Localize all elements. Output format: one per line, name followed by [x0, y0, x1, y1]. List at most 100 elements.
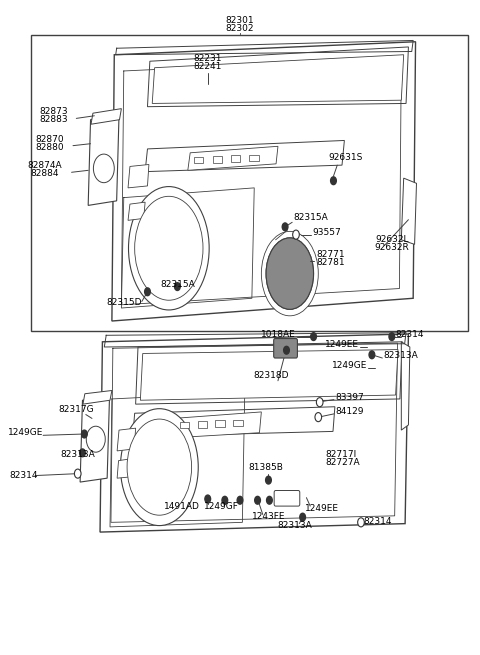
Polygon shape	[133, 407, 335, 437]
Text: 1249EE: 1249EE	[324, 340, 359, 349]
Text: 83397: 83397	[335, 392, 364, 402]
Bar	[216, 421, 225, 427]
Polygon shape	[100, 334, 408, 532]
Text: 82870: 82870	[35, 135, 63, 143]
Text: 1243FE: 1243FE	[252, 512, 285, 521]
Polygon shape	[145, 140, 344, 172]
Circle shape	[282, 223, 288, 231]
Text: 82315A: 82315A	[160, 280, 195, 289]
Text: 82318D: 82318D	[253, 371, 288, 380]
Circle shape	[94, 154, 114, 183]
Text: 92632L: 92632L	[375, 234, 408, 244]
Circle shape	[300, 514, 305, 521]
Ellipse shape	[135, 196, 203, 300]
Circle shape	[74, 469, 81, 478]
Text: 82315D: 82315D	[106, 298, 142, 307]
Text: 82874A: 82874A	[27, 161, 62, 170]
Text: 82880: 82880	[35, 143, 63, 151]
Circle shape	[205, 495, 211, 503]
Circle shape	[316, 398, 323, 407]
Text: 93557: 93557	[312, 228, 341, 236]
Text: 1249EE: 1249EE	[305, 504, 338, 514]
Polygon shape	[112, 42, 416, 321]
Polygon shape	[128, 164, 149, 188]
Text: 92632R: 92632R	[374, 242, 409, 252]
Bar	[31, 35, 468, 331]
Polygon shape	[91, 109, 121, 124]
Text: 1249GE: 1249GE	[8, 428, 43, 438]
Polygon shape	[188, 146, 278, 170]
Circle shape	[389, 333, 395, 341]
Text: 82884: 82884	[30, 169, 59, 178]
Text: 82883: 82883	[40, 115, 68, 124]
Polygon shape	[88, 115, 119, 206]
Circle shape	[80, 449, 85, 457]
Bar	[231, 155, 240, 162]
Circle shape	[265, 476, 271, 484]
Circle shape	[284, 346, 289, 354]
Bar	[198, 421, 207, 428]
Text: 1491AD: 1491AD	[164, 502, 200, 512]
Text: 82315A: 82315A	[293, 214, 328, 222]
Text: 82302: 82302	[226, 24, 254, 33]
Circle shape	[369, 351, 375, 359]
Text: 1249GF: 1249GF	[204, 502, 239, 512]
Ellipse shape	[120, 409, 198, 525]
Polygon shape	[172, 412, 261, 438]
Text: 82317G: 82317G	[59, 405, 94, 414]
Bar	[213, 156, 222, 162]
Polygon shape	[147, 47, 408, 107]
Bar	[250, 155, 259, 161]
FancyBboxPatch shape	[274, 339, 298, 358]
Text: 82314: 82314	[396, 329, 424, 339]
Ellipse shape	[261, 231, 318, 316]
Bar	[233, 420, 243, 426]
Text: 82241: 82241	[193, 62, 222, 71]
Circle shape	[255, 496, 261, 504]
Text: 1018AE: 1018AE	[261, 329, 296, 339]
Text: 82313A: 82313A	[384, 351, 418, 360]
Polygon shape	[83, 390, 112, 404]
Circle shape	[175, 283, 180, 290]
Circle shape	[331, 177, 336, 185]
FancyBboxPatch shape	[274, 491, 300, 506]
Circle shape	[237, 496, 243, 504]
Text: 81385B: 81385B	[249, 463, 284, 472]
Polygon shape	[401, 342, 410, 430]
Ellipse shape	[127, 419, 192, 515]
Circle shape	[358, 518, 364, 527]
Polygon shape	[128, 202, 145, 220]
Ellipse shape	[266, 238, 313, 309]
Ellipse shape	[129, 187, 209, 310]
Text: 82771: 82771	[316, 250, 345, 259]
Polygon shape	[140, 350, 398, 400]
Text: 82231: 82231	[193, 54, 222, 64]
Circle shape	[311, 333, 316, 341]
Circle shape	[144, 288, 150, 295]
Polygon shape	[152, 55, 404, 103]
Polygon shape	[117, 428, 136, 451]
Polygon shape	[80, 396, 109, 482]
Ellipse shape	[266, 238, 313, 309]
Circle shape	[86, 426, 105, 452]
Text: 1249GE: 1249GE	[332, 361, 367, 370]
Circle shape	[315, 413, 322, 422]
Polygon shape	[136, 342, 402, 404]
Text: 82314: 82314	[9, 470, 37, 479]
Circle shape	[293, 230, 300, 239]
Circle shape	[266, 496, 272, 504]
Text: 82873: 82873	[40, 107, 68, 117]
Text: 82313A: 82313A	[277, 521, 312, 529]
Text: 82717I: 82717I	[325, 451, 357, 459]
Text: 82727A: 82727A	[325, 458, 360, 467]
Bar	[194, 157, 204, 163]
Text: 82781: 82781	[316, 258, 345, 267]
Text: 84129: 84129	[335, 407, 363, 416]
Circle shape	[82, 430, 87, 438]
Text: 82313A: 82313A	[60, 451, 95, 459]
Text: 92631S: 92631S	[328, 153, 362, 162]
Bar	[180, 422, 189, 428]
Polygon shape	[117, 458, 132, 478]
Text: 82314: 82314	[363, 517, 392, 526]
Polygon shape	[401, 178, 417, 244]
